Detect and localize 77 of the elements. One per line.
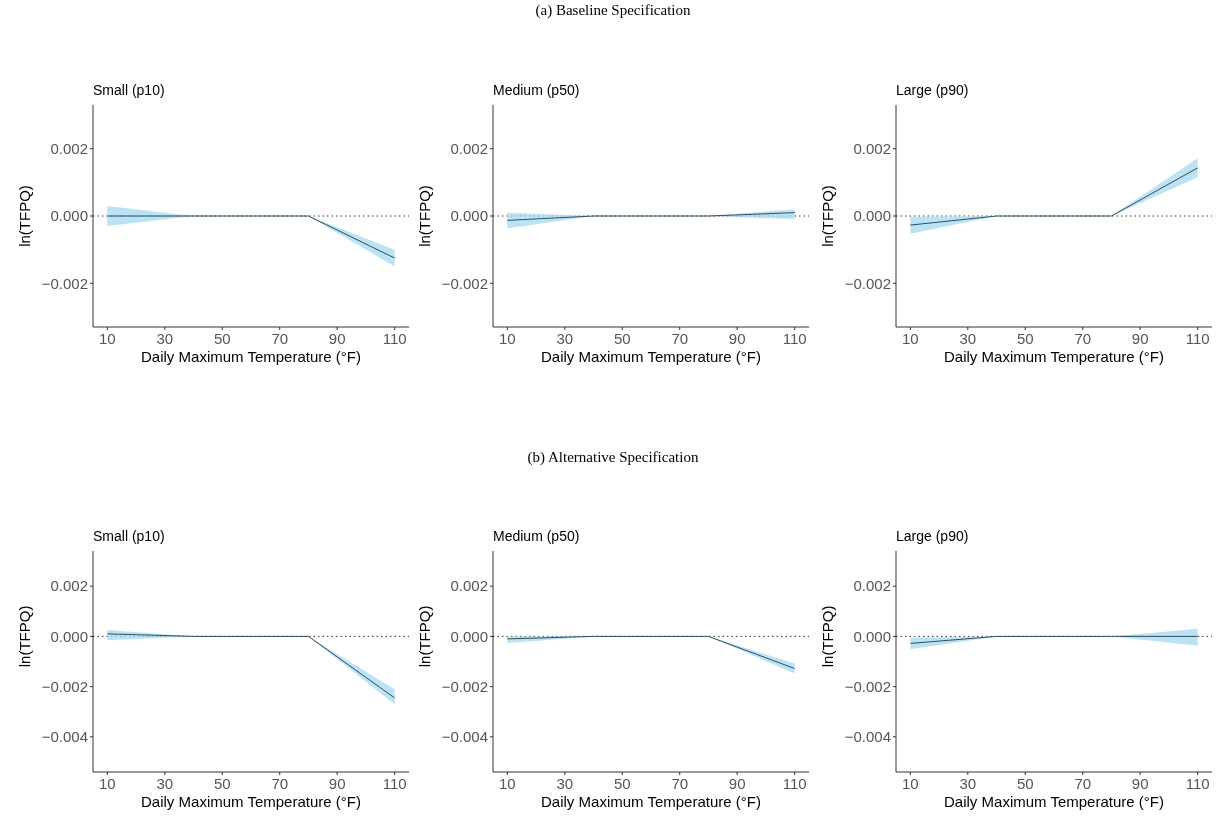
y-tick-label: 0.002 (50, 577, 88, 595)
x-tick-label: 30 (556, 775, 574, 792)
x-tick-label: 50 (613, 330, 631, 347)
x-axis-title: Daily Maximum Temperature (°F) (141, 793, 361, 810)
x-tick-label: 50 (1016, 775, 1034, 792)
x-tick-label: 90 (728, 775, 746, 792)
y-tick-label: −0.004 (441, 728, 488, 746)
y-axis-title: ln(TFPQ) (819, 185, 837, 247)
x-tick-label: 30 (156, 330, 174, 347)
chart-title: Medium (p50) (493, 528, 580, 544)
x-tick-label: 90 (1131, 775, 1149, 792)
chart-title: Medium (p50) (493, 82, 580, 98)
x-axis-title: Daily Maximum Temperature (°F) (141, 348, 361, 365)
x-tick-label: 70 (1074, 330, 1092, 347)
x-tick-label: 90 (328, 775, 346, 792)
x-tick-label: 70 (271, 775, 289, 792)
y-tick-label: 0.002 (853, 139, 891, 157)
x-tick-label: 50 (213, 775, 231, 792)
y-tick-label: −0.002 (844, 274, 891, 292)
y-axis-title: ln(TFPQ) (16, 185, 34, 247)
x-tick-label: 10 (99, 330, 116, 347)
y-tick-label: 0.002 (450, 577, 488, 595)
chart-title: Small (p10) (93, 82, 165, 98)
x-tick-label: 50 (213, 330, 231, 347)
y-tick-label: 0.002 (853, 577, 891, 595)
x-tick-label: 70 (671, 330, 689, 347)
y-tick-label: −0.004 (41, 728, 88, 746)
x-tick-label: 50 (613, 775, 631, 792)
x-tick-label: 110 (382, 330, 407, 347)
chart-title: Large (p90) (896, 528, 969, 544)
chart-title: Small (p10) (93, 528, 165, 544)
x-tick-label: 90 (728, 330, 746, 347)
x-tick-label: 30 (959, 330, 977, 347)
y-tick-label: −0.002 (41, 274, 88, 292)
y-tick-label: −0.002 (441, 274, 488, 292)
y-tick-label: −0.002 (41, 677, 88, 695)
x-tick-label: 90 (1131, 330, 1149, 347)
x-tick-label: 50 (1016, 330, 1034, 347)
x-tick-label: 70 (671, 775, 689, 792)
y-axis-title: ln(TFPQ) (416, 605, 434, 668)
x-tick-label: 110 (782, 330, 807, 347)
x-tick-label: 110 (1185, 330, 1210, 347)
x-tick-label: 10 (99, 775, 116, 792)
y-tick-label: 0.002 (50, 139, 88, 157)
text: (b) Alternative Specification (527, 449, 699, 466)
x-axis-title: Daily Maximum Temperature (°F) (944, 348, 1164, 365)
chart-title: Large (p90) (896, 82, 969, 98)
text: (a) Baseline Specification (535, 2, 691, 19)
x-tick-label: 110 (782, 775, 807, 792)
x-axis-title: Daily Maximum Temperature (°F) (541, 793, 761, 810)
x-tick-label: 30 (556, 330, 574, 347)
x-tick-label: 10 (902, 330, 919, 347)
x-axis-title: Daily Maximum Temperature (°F) (541, 348, 761, 365)
x-axis-title: Daily Maximum Temperature (°F) (944, 793, 1164, 810)
y-axis-title: ln(TFPQ) (16, 605, 34, 668)
y-tick-label: 0.000 (450, 627, 488, 645)
y-tick-label: −0.004 (844, 728, 891, 746)
x-tick-label: 110 (1185, 775, 1210, 792)
y-tick-label: −0.002 (844, 677, 891, 695)
y-axis-title: ln(TFPQ) (416, 185, 434, 247)
x-tick-label: 30 (156, 775, 174, 792)
y-tick-label: 0.000 (853, 207, 891, 225)
x-tick-label: 10 (902, 775, 919, 792)
y-tick-label: 0.002 (450, 139, 488, 157)
x-tick-label: 30 (959, 775, 977, 792)
x-tick-label: 10 (499, 330, 516, 347)
y-tick-label: 0.000 (853, 627, 891, 645)
y-tick-label: 0.000 (450, 207, 488, 225)
y-tick-label: 0.000 (50, 207, 88, 225)
y-axis-title: ln(TFPQ) (819, 605, 837, 668)
x-tick-label: 110 (382, 775, 407, 792)
y-tick-label: 0.000 (50, 627, 88, 645)
y-tick-label: −0.002 (441, 677, 488, 695)
x-tick-label: 10 (499, 775, 516, 792)
x-tick-label: 90 (328, 330, 346, 347)
x-tick-label: 70 (1074, 775, 1092, 792)
x-tick-label: 70 (271, 330, 289, 347)
